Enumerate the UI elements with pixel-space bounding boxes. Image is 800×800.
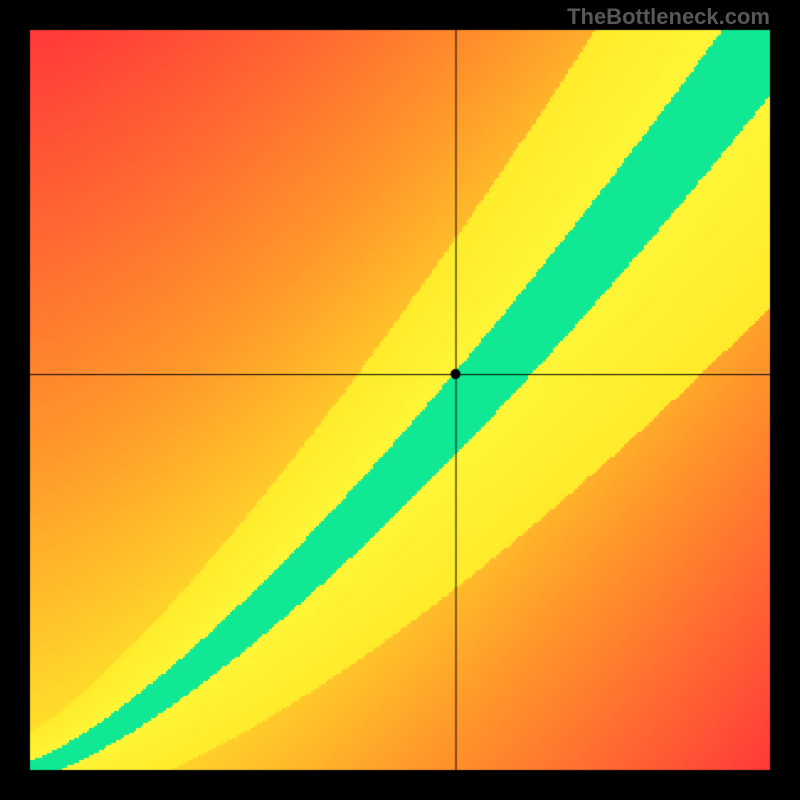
watermark-text: TheBottleneck.com [567,4,770,30]
heatmap-canvas [0,0,800,800]
figure-container: TheBottleneck.com [0,0,800,800]
